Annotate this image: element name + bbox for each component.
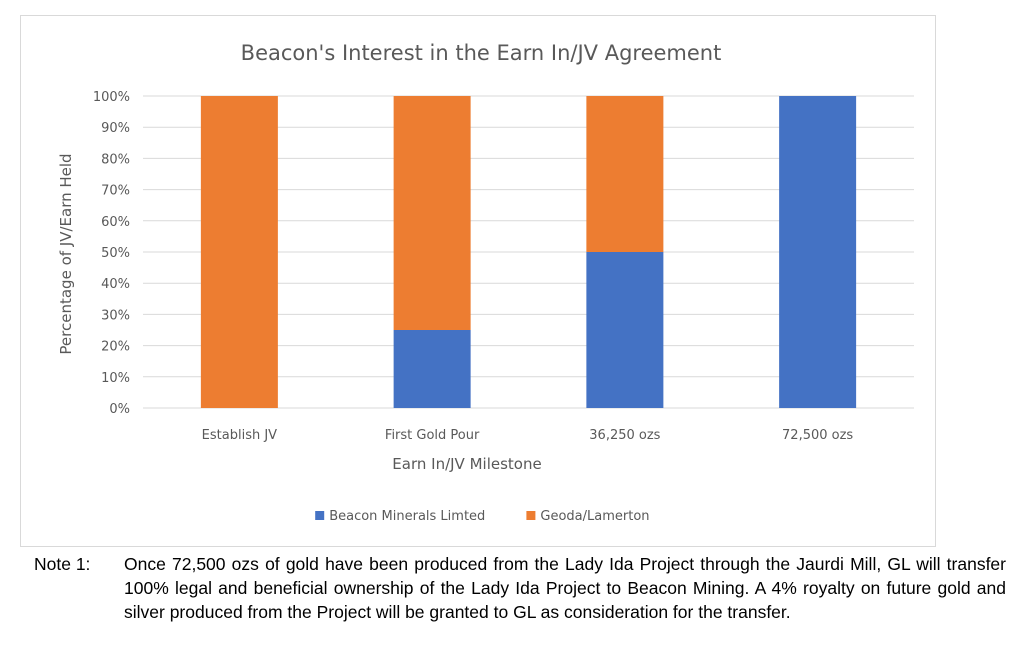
bar-segment [200,96,278,408]
chart-frame: Beacon's Interest in the Earn In/JV Agre… [20,15,936,547]
y-tick-labels: 0% 10% 20% 30% 40% 50% 60% 70% 80% 90% 100% [93,90,130,417]
x-tick-label: 36,250 ozs [589,428,660,443]
y-tick-label: 50% [101,246,130,261]
bar-segment [393,330,471,408]
stacked-bar-chart: Beacon's Interest in the Earn In/JV Agre… [57,41,914,524]
y-tick-label: 20% [101,340,130,355]
bar-segment [586,252,664,408]
legend: Beacon Minerals Limted Geoda/Lamerton [315,509,650,524]
chart-title: Beacon's Interest in the Earn In/JV Agre… [241,41,722,65]
y-tick-label: 80% [101,152,130,167]
y-tick-label: 0% [109,402,130,417]
y-tick-label: 10% [101,371,130,386]
bars [200,96,857,408]
x-tick-labels: Establish JV First Gold Pour 36,250 ozs 72,… [202,428,854,443]
y-axis-label: Percentage of JV/Earn Held [57,153,75,354]
bar-segment [586,96,664,252]
y-tick-label: 100% [93,90,130,105]
footnote-label: Note 1: [34,554,91,574]
bar-segment [393,96,471,330]
y-tick-label: 30% [101,308,130,323]
footnote-text: Once 72,500 ozs of gold have been produc… [124,554,1006,622]
legend-swatch [526,511,536,520]
x-axis-label: Earn In/JV Milestone [392,455,541,473]
y-tick-label: 60% [101,215,130,230]
y-tick-label: 90% [101,121,130,136]
bar-segment [779,96,857,408]
y-tick-label: 70% [101,184,130,199]
x-tick-label: Establish JV [202,428,278,443]
legend-label: Geoda/Lamerton [540,509,649,524]
legend-label: Beacon Minerals Limted [329,509,485,524]
legend-swatch [315,511,325,520]
x-tick-label: First Gold Pour [385,428,480,443]
y-tick-label: 40% [101,277,130,292]
x-tick-label: 72,500 ozs [782,428,853,443]
